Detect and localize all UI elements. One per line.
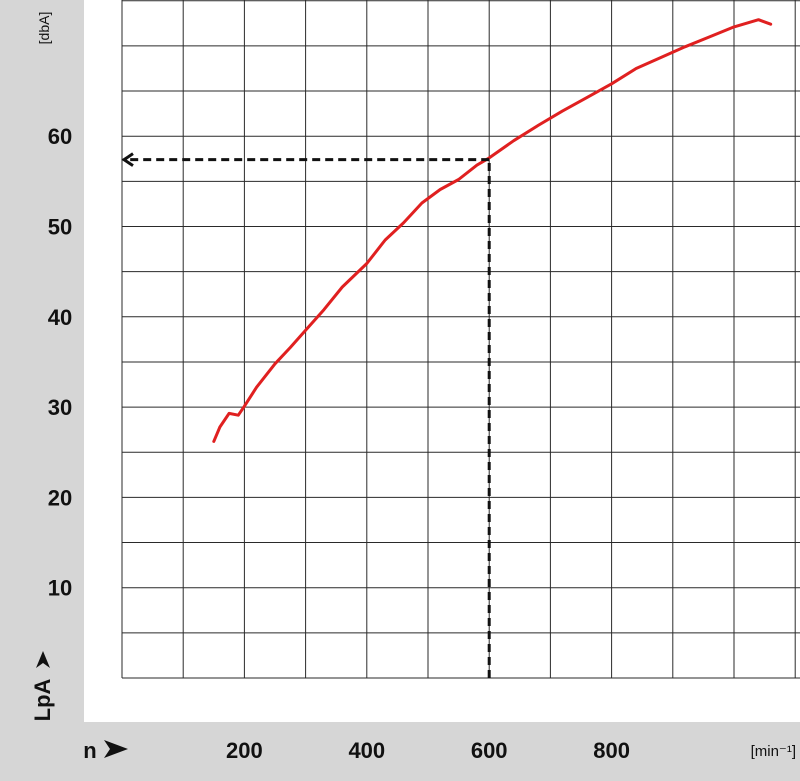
series-layer (212, 18, 773, 443)
y-axis-arrow-icon (36, 651, 50, 668)
axis-labels: [dbA] LpA n [min⁻¹] (30, 12, 796, 763)
tick-labels: 10 20 30 40 50 60 200 400 600 800 (48, 124, 630, 763)
plot-background (84, 0, 800, 722)
y-unit-label: [dbA] (36, 12, 52, 45)
x-tick-label: 400 (348, 738, 385, 763)
y-axis-label: LpA (30, 679, 55, 722)
x-tick-label: 200 (226, 738, 263, 763)
x-tick-label: 600 (471, 738, 508, 763)
x-unit-label: [min⁻¹] (751, 743, 796, 760)
x-tick-label: 800 (593, 738, 630, 763)
x-axis-label: n (83, 738, 96, 763)
y-tick-label: 20 (48, 485, 72, 510)
y-tick-label: 50 (48, 215, 72, 240)
y-tick-label: 60 (48, 124, 72, 149)
x-axis-arrow-icon (104, 740, 128, 758)
grid (121, 0, 800, 679)
y-tick-label: 30 (48, 395, 72, 420)
y-tick-label: 10 (48, 576, 72, 601)
y-tick-label: 40 (48, 305, 72, 330)
annotation-layer (121, 152, 491, 678)
annotation-arrowhead (121, 152, 134, 167)
series-line (212, 18, 773, 443)
